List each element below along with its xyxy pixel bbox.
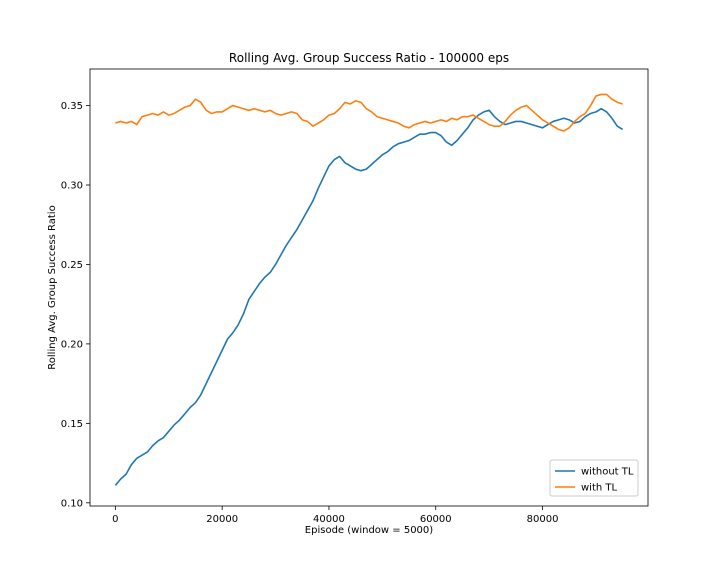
y-axis-label: Rolling Avg. Group Success Ratio: [47, 205, 58, 369]
legend-label: with TL: [581, 483, 618, 494]
x-tick-label: 40000: [313, 514, 345, 525]
y-tick-label: 0.15: [61, 419, 83, 430]
x-tick-label: 0: [112, 514, 118, 525]
y-tick-label: 0.25: [61, 260, 83, 271]
chart-title: Rolling Avg. Group Success Ratio - 10000…: [229, 51, 509, 65]
legend-label: without TL: [581, 467, 634, 478]
series-line-without-tl: [114, 107, 624, 486]
x-tick-label: 60000: [420, 514, 452, 525]
y-tick-label: 0.20: [61, 339, 83, 350]
y-tick-label: 0.10: [61, 498, 83, 509]
y-tick-label: 0.35: [61, 101, 83, 112]
axes-frame: [89, 68, 649, 507]
plot-area: 0 20000 40000 60000 80000 0.10 0.15 0.20 0.25 0.3…: [47, 51, 649, 536]
x-axis-label: Episode (window = 5000): [305, 525, 433, 536]
x-tick-label: 80000: [527, 514, 559, 525]
y-tick-label: 0.30: [61, 181, 83, 192]
series-line-with-tl: [115, 93, 623, 132]
x-tick-label: 20000: [206, 514, 238, 525]
